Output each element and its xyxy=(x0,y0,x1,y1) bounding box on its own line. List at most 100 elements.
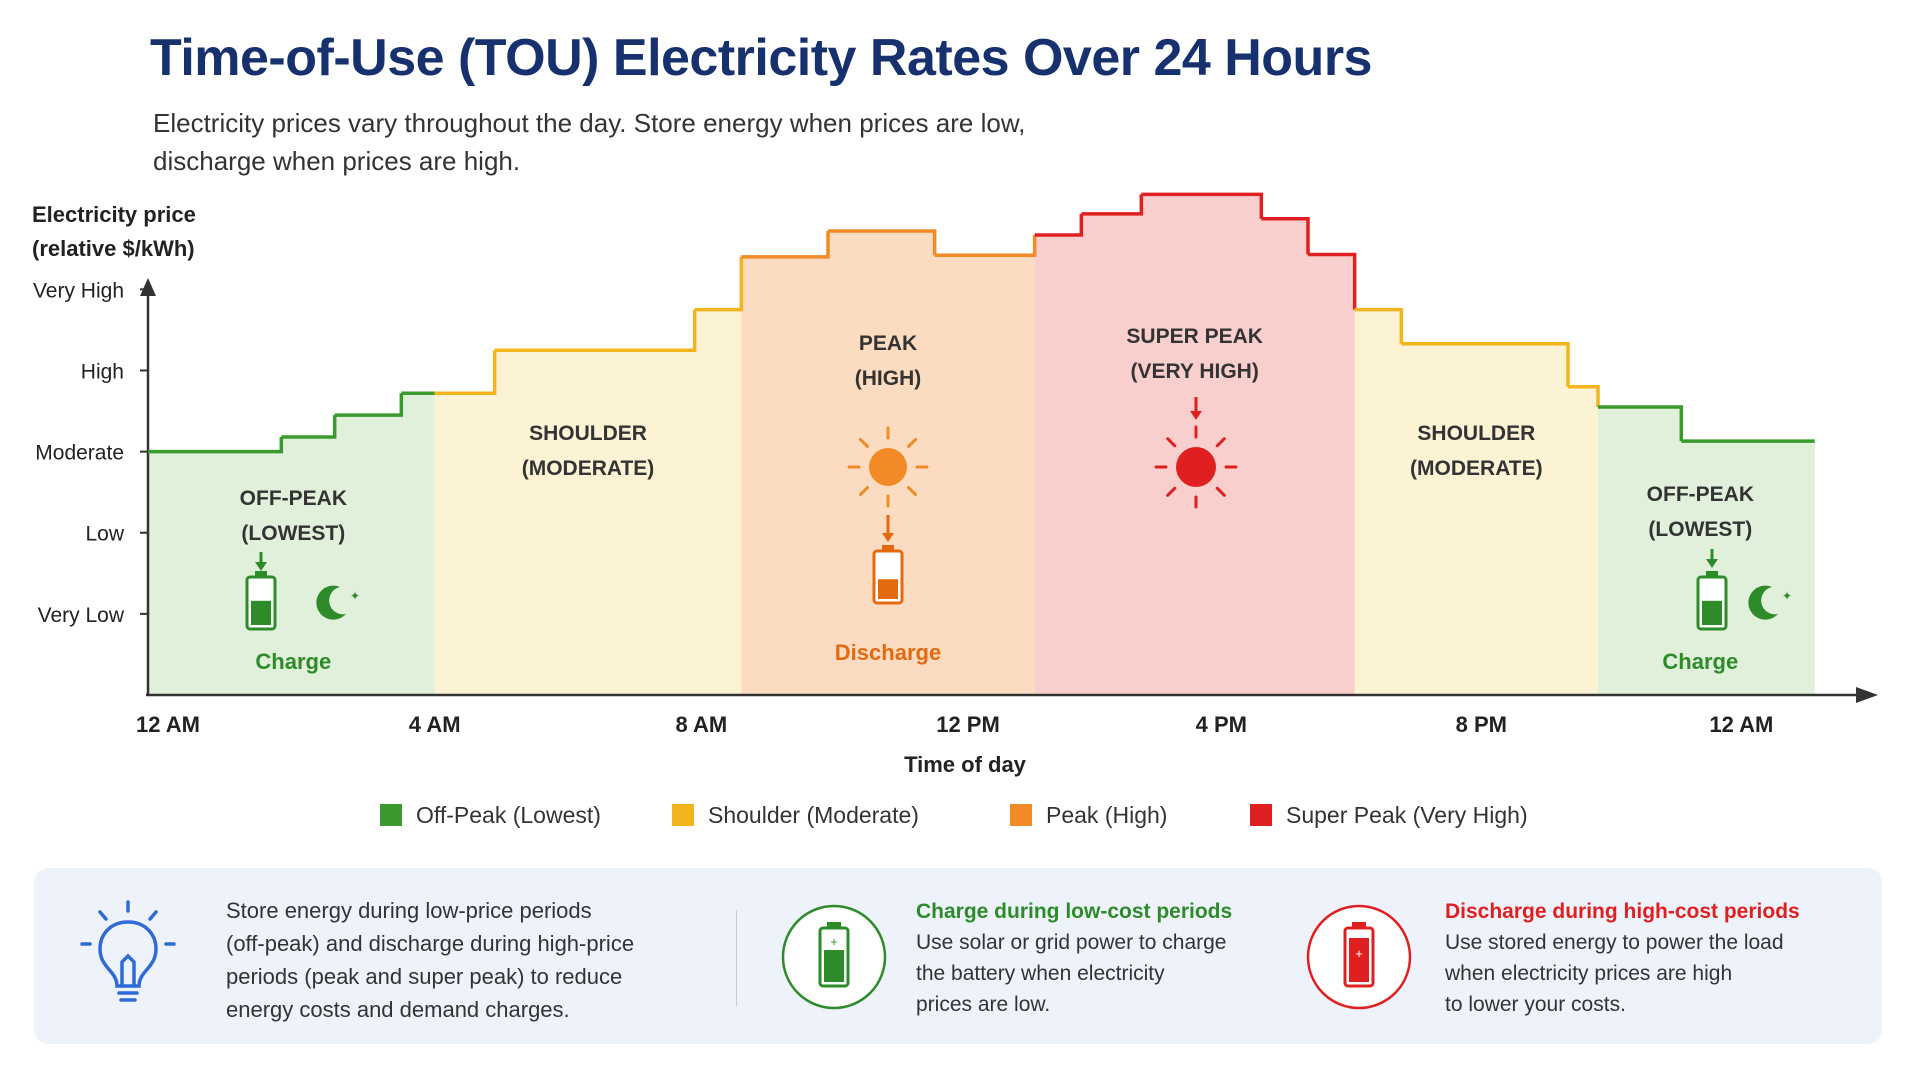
x-tick-label: 12 PM xyxy=(936,712,1000,737)
legend-label: Shoulder (Moderate) xyxy=(708,801,919,828)
tip-main-line-3: periods (peak and super peak) to reduce xyxy=(226,964,623,989)
price-step-segment-18 xyxy=(1598,405,1684,442)
battery-charge-icon xyxy=(245,571,277,631)
discharge-arrow-icon xyxy=(882,515,894,542)
battery-discharge-icon xyxy=(872,545,904,605)
tip-main-line-2: (off-peak) and discharge during high-pri… xyxy=(226,931,635,956)
tip-charge: Charge during low-cost periods Use solar… xyxy=(916,896,1232,1020)
x-axis-label: Time of day xyxy=(904,752,1027,777)
price-step-segment-14 xyxy=(1308,252,1357,310)
page-title: Time-of-Use (TOU) Electricity Rates Over… xyxy=(150,29,1372,87)
legend-item-shoulder: Shoulder (Moderate) xyxy=(672,800,919,830)
x-tick-label: 4 AM xyxy=(409,712,461,737)
tip-discharge-line-1: Use stored energy to power the load xyxy=(1445,931,1784,954)
band-super-peak-3 xyxy=(1034,194,1355,695)
price-step-segment-11 xyxy=(1081,194,1144,216)
price-step-segment-8 xyxy=(828,229,937,256)
price-step-segment-9 xyxy=(934,234,1037,258)
subtitle-line-1: Electricity prices vary throughout the d… xyxy=(153,108,1026,138)
band-sublabel-off-peak: (LOWEST) xyxy=(241,522,345,545)
price-step-segment-2 xyxy=(334,393,404,417)
tip-discharge-title: Discharge during high-cost periods xyxy=(1445,900,1800,923)
band-label-off-peak: OFF-PEAK xyxy=(1647,483,1754,506)
band-shoulder-1 xyxy=(434,309,742,695)
tips-panel: Store energy during low-price periods (o… xyxy=(34,868,1882,1044)
x-tick-label: 12 AM xyxy=(136,712,200,737)
x-tick-label: 12 AM xyxy=(1709,712,1773,737)
subtitle-line-2: discharge when prices are high. xyxy=(153,146,521,176)
price-step-segment-6 xyxy=(694,256,744,312)
y-tick-label: High xyxy=(81,360,124,383)
tips-divider xyxy=(736,910,737,1006)
moon-icon: ✦ xyxy=(316,585,360,620)
charge-arrow-icon xyxy=(1706,549,1718,568)
tip-charge-title: Charge during low-cost periods xyxy=(916,900,1233,923)
svg-text:✦: ✦ xyxy=(1782,589,1792,603)
price-step-segment-7 xyxy=(741,230,830,259)
legend-label: Peak (High) xyxy=(1046,801,1168,828)
y-axis-arrow xyxy=(140,278,156,296)
tip-charge-line-3: prices are low. xyxy=(916,993,1051,1016)
tip-main-line-1: Store energy during low-price periods xyxy=(226,898,592,923)
y-axis-label-line-2: (relative $/kWh) xyxy=(32,236,195,261)
band-action-charge: Charge xyxy=(1662,649,1738,674)
price-step-segment-5 xyxy=(494,309,697,352)
price-step-segment-13 xyxy=(1261,217,1310,255)
band-off-peak-5 xyxy=(1598,406,1815,695)
tip-charge-line-1: Use solar or grid power to charge xyxy=(916,931,1227,954)
band-label-off-peak: OFF-PEAK xyxy=(240,487,347,510)
battery-discharge-icon: + xyxy=(1306,904,1412,1010)
tip-discharge: Discharge during high-cost periods Use s… xyxy=(1445,896,1800,1020)
band-sublabel-super-peak: (VERY HIGH) xyxy=(1130,360,1258,383)
price-step-segment-17 xyxy=(1568,384,1600,407)
band-label-super-peak: SUPER PEAK xyxy=(1126,325,1263,348)
tip-main-line-4: energy costs and demand charges. xyxy=(226,997,570,1022)
svg-text:+: + xyxy=(830,935,837,949)
x-tick-label: 8 AM xyxy=(675,712,727,737)
legend-label: Off-Peak (Lowest) xyxy=(416,801,601,828)
legend-swatch xyxy=(672,804,694,826)
sun-icon xyxy=(1154,425,1238,509)
lightbulb-icon xyxy=(80,900,176,1002)
y-axis-label-line-1: Electricity price xyxy=(32,202,196,227)
sun-icon xyxy=(847,426,929,508)
charge-arrow-icon xyxy=(255,552,267,571)
y-tick-label: Very Low xyxy=(38,604,125,627)
y-tick-label: Low xyxy=(85,523,124,546)
tou-price-chart: OFF-PEAK (LOWEST) Charge SHOULDER (MODERATE)… xyxy=(32,192,1878,777)
band-off-peak-0 xyxy=(148,393,435,695)
tip-discharge-line-3: to lower your costs. xyxy=(1445,993,1626,1016)
super-peak-arrow-icon xyxy=(1190,397,1202,420)
legend-item-off-peak: Off-Peak (Lowest) xyxy=(380,800,601,830)
band-sublabel-peak: (HIGH) xyxy=(855,367,922,390)
band-label-shoulder: SHOULDER xyxy=(1417,422,1535,445)
band-sublabel-shoulder: (MODERATE) xyxy=(1410,457,1543,480)
band-action-discharge: Discharge xyxy=(835,640,941,665)
tip-main-text: Store energy during low-price periods (o… xyxy=(226,894,634,1026)
price-step-segment-15 xyxy=(1354,307,1404,344)
svg-text:+: + xyxy=(1355,946,1363,961)
band-sublabel-shoulder: (MODERATE) xyxy=(522,457,655,480)
legend-label: Super Peak (Very High) xyxy=(1286,801,1528,828)
battery-charge-icon xyxy=(1696,571,1728,631)
band-label-peak: PEAK xyxy=(859,332,917,355)
band-sublabel-off-peak: (LOWEST) xyxy=(1648,518,1752,541)
price-step-segment-1 xyxy=(281,415,337,439)
x-tick-label: 4 PM xyxy=(1196,712,1247,737)
tip-discharge-line-2: when electricity prices are high xyxy=(1445,962,1733,985)
svg-text:✦: ✦ xyxy=(350,589,360,603)
tip-charge-line-2: the battery when electricity xyxy=(916,962,1165,985)
legend-swatch xyxy=(1250,804,1272,826)
page-subtitle: Electricity prices vary throughout the d… xyxy=(153,104,1153,180)
band-action-charge: Charge xyxy=(255,649,331,674)
price-step-segment-16 xyxy=(1401,341,1570,387)
y-tick-label: Moderate xyxy=(35,442,124,465)
legend-item-super-peak: Super Peak (Very High) xyxy=(1250,800,1528,830)
price-step-segment-12 xyxy=(1141,192,1264,219)
battery-charge-icon: + xyxy=(781,904,887,1010)
legend-item-peak: Peak (High) xyxy=(1010,800,1167,830)
y-tick-label: Very High xyxy=(33,279,124,302)
legend-swatch xyxy=(380,804,402,826)
price-step-segment-10 xyxy=(1034,213,1084,237)
price-step-segment-4 xyxy=(434,350,497,395)
